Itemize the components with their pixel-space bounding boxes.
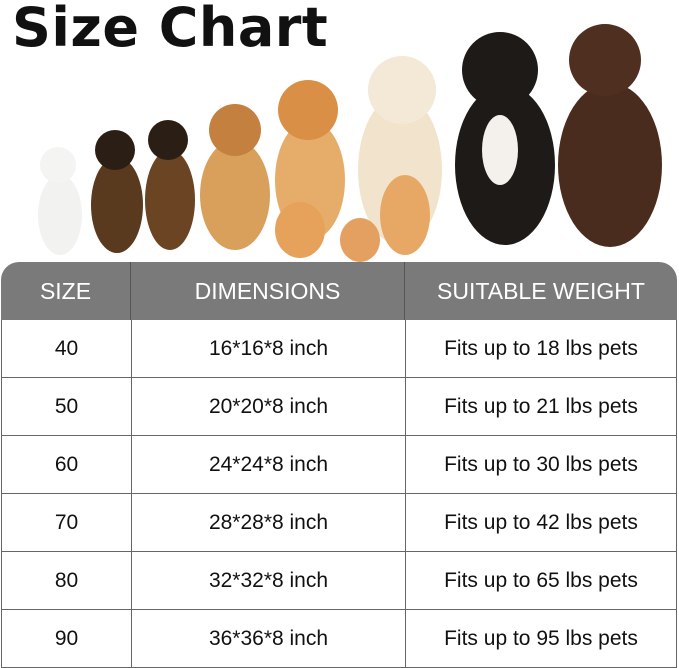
size-cell: 60 — [2, 436, 132, 493]
weight-cell: Fits up to 95 lbs pets — [444, 626, 638, 650]
weight-cell: Fits up to 65 lbs pets — [444, 568, 638, 592]
size-cell: 90 — [2, 610, 132, 667]
page-title: Size Chart — [12, 0, 329, 59]
size-cell: 40 — [2, 320, 132, 377]
header-suitable-weight: SUITABLE WEIGHT — [437, 277, 645, 304]
dimensions-cell: 24*24*8 inch — [132, 436, 406, 493]
dimensions-cell: 32*32*8 inch — [132, 552, 406, 609]
weight-cell: Fits up to 18 lbs pets — [444, 336, 638, 360]
dimensions-cell: 20*20*8 inch — [132, 378, 406, 435]
cat-kitten — [340, 218, 380, 262]
weight-cell: Fits up to 30 lbs pets — [444, 452, 638, 476]
cat-kitten — [380, 175, 430, 255]
dimensions-cell: 28*28*8 inch — [132, 494, 406, 551]
table-row: 60 24*24*8 inch Fits up to 30 lbs pets — [2, 435, 676, 493]
size-cell: 50 — [2, 378, 132, 435]
header-dimensions: DIMENSIONS — [131, 262, 405, 320]
dimensions-cell: 16*16*8 inch — [132, 320, 406, 377]
dog-bernese — [455, 32, 555, 245]
size-table: 40 16*16*8 inch Fits up to 18 lbs pets 50 2… — [1, 320, 677, 668]
dimensions-cell: 36*36*8 inch — [132, 610, 406, 667]
header-size: SIZE — [1, 262, 131, 320]
table-row: 90 36*36*8 inch Fits up to 95 lbs pets — [2, 609, 676, 667]
table-row: 50 20*20*8 inch Fits up to 21 lbs pets — [2, 377, 676, 435]
cat-kitten — [275, 202, 325, 258]
weight-cell: Fits up to 42 lbs pets — [444, 510, 638, 534]
dog-shepherd-puppy — [145, 120, 195, 250]
dog-shepherd-puppy — [91, 130, 143, 253]
weight-cell: Fits up to 21 lbs pets — [444, 394, 638, 418]
dog-labrador — [558, 24, 662, 247]
size-cell: 80 — [2, 552, 132, 609]
dog-white-puppy — [38, 147, 82, 255]
size-cell: 70 — [2, 494, 132, 551]
pets-photo — [38, 24, 662, 262]
table-header: SIZE DIMENSIONS SUITABLE WEIGHT — [1, 262, 677, 320]
table-row: 40 16*16*8 inch Fits up to 18 lbs pets — [2, 320, 676, 377]
dog-spaniel — [200, 104, 270, 250]
table-row: 80 32*32*8 inch Fits up to 65 lbs pets — [2, 551, 676, 609]
table-row: 70 28*28*8 inch Fits up to 42 lbs pets — [2, 493, 676, 551]
